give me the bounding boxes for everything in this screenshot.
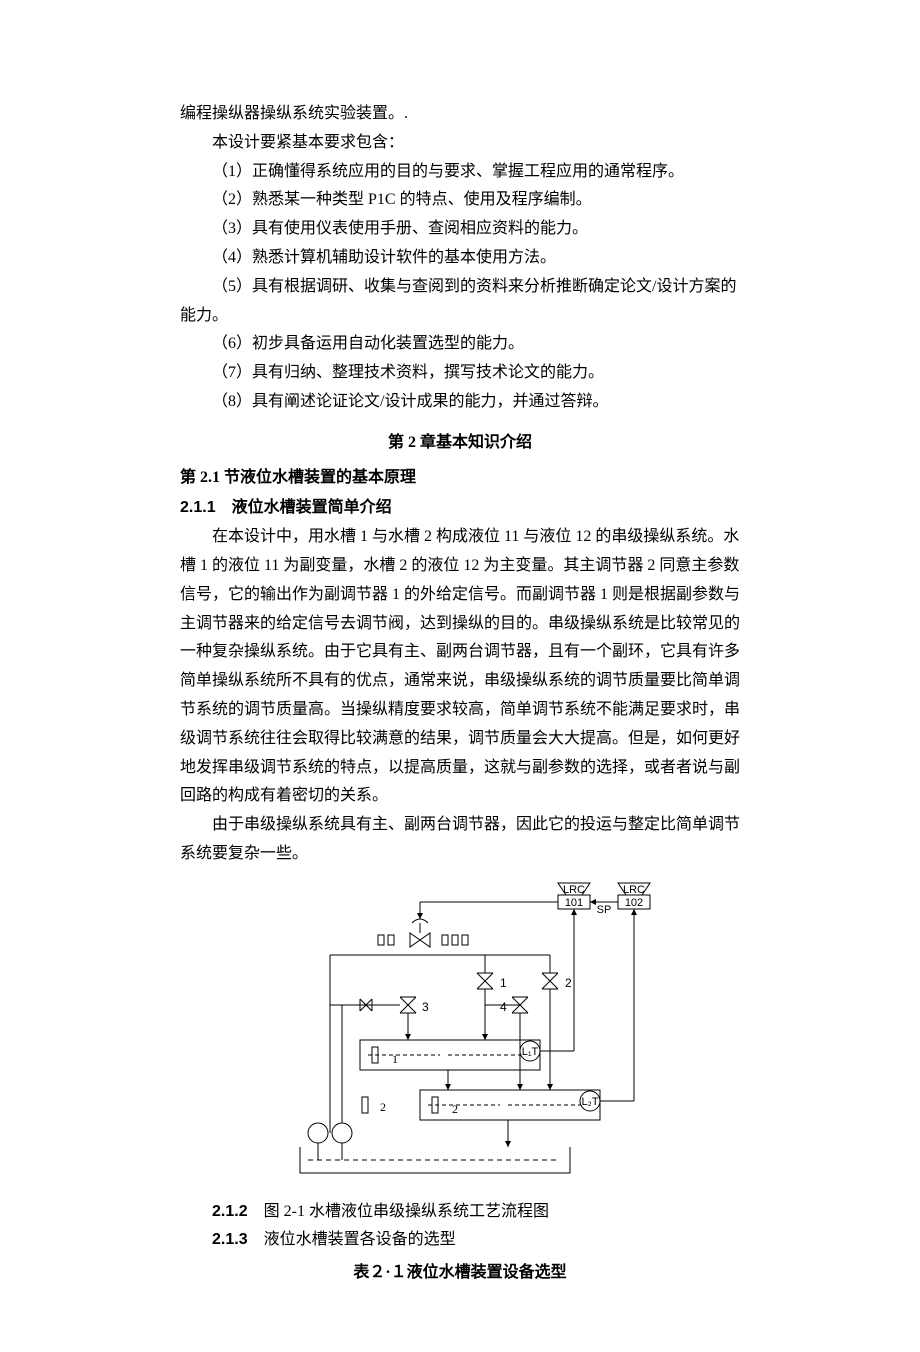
valve-2-label: 2 <box>565 976 572 990</box>
lrc-102-block: LRC 102 <box>618 883 650 909</box>
pump-2-icon <box>332 1005 352 1160</box>
figure-caption: 2.1.2 图 2-1 水槽液位串级操纵系统工艺流程图 <box>180 1198 740 1227</box>
l2t-label: L₂T <box>581 1096 598 1108</box>
table-caption: 表２·１液位水槽装置设备选型 <box>180 1259 740 1288</box>
sub-212-num: 2.1.2 <box>212 1203 248 1220</box>
sub-213-title: 液位水槽装置各设备的选型 <box>264 1231 456 1248</box>
sp-label: SP <box>597 904 612 916</box>
valve-3-icon: 3 <box>400 997 429 1014</box>
valve-2-icon: 2 <box>542 973 572 990</box>
valve-3-label: 3 <box>422 1000 429 1014</box>
req-6: （6）初步具备运用自动化装置选型的能力。 <box>180 330 740 359</box>
subsection-2-1-1: 2.1.1 液位水槽装置简单介绍 <box>180 494 740 523</box>
control-valve-icon <box>410 919 430 947</box>
chapter-2-title: 第 2 章基本知识介绍 <box>180 429 740 458</box>
process-flow-diagram: LRC 101 LRC 102 SP 1 2 <box>180 875 740 1196</box>
sub-num: 2.1.1 <box>180 499 216 516</box>
req-3: （3）具有使用仪表使用手册、查阅相应资料的能力。 <box>180 215 740 244</box>
lrc-101-label: LRC <box>563 884 585 896</box>
subsection-2-1-3: 2.1.3 液位水槽装置各设备的选型 <box>180 1226 740 1255</box>
req-8: （8）具有阐述论证论文/设计成果的能力，并通过答辩。 <box>180 388 740 417</box>
valve-1-icon: 1 <box>477 973 507 990</box>
lrc-101-block: LRC 101 <box>558 883 590 909</box>
req-7: （7）具有归纳、整理技术资料，撰写技术论文的能力。 <box>180 359 740 388</box>
l1t-label: L₁T <box>522 1046 539 1058</box>
pump-area-label: 2 <box>380 1100 386 1114</box>
fig-caption-text: 图 2-1 水槽液位串级操纵系统工艺流程图 <box>264 1203 549 1220</box>
valve-4-label: 4 <box>500 1000 507 1014</box>
lrc-102-label: LRC <box>623 884 645 896</box>
intro-line: 本设计要紧基本要求包含： <box>180 129 740 158</box>
req-1: （1）正确懂得系统应用的目的与要求、掌握工程应用的通常程序。 <box>180 158 740 187</box>
body-paragraph-2: 由于串级操纵系统具有主、副两台调节器，因此它的投运与整定比简单调节系统要复杂一些… <box>180 811 740 869</box>
tank-2-label: 2 <box>452 1102 458 1116</box>
tank-1-label: 1 <box>392 1052 398 1066</box>
top-fragment: 编程操纵器操纵系统实验装置。. <box>180 100 740 129</box>
lrc-101-num: 101 <box>565 897 583 909</box>
lrc-102-num: 102 <box>625 897 643 909</box>
req-2: （2）熟悉某一种类型 P1C 的特点、使用及程序编制。 <box>180 186 740 215</box>
req-5: （5）具有根据调研、收集与查阅到的资料来分析推断确定论文/设计方案的能力。 <box>180 273 740 331</box>
sub-213-num: 2.1.3 <box>212 1231 248 1248</box>
section-2-1-title: 第 2.1 节液位水槽装置的基本原理 <box>180 464 740 493</box>
pump-1-icon <box>308 1123 328 1160</box>
valve-1-label: 1 <box>500 976 507 990</box>
body-paragraph-1: 在本设计中，用水槽 1 与水槽 2 构成液位 11 与液位 12 的串级操纵系统… <box>180 523 740 811</box>
sub-title: 液位水槽装置简单介绍 <box>232 499 392 516</box>
req-4: （4）熟悉计算机辅助设计软件的基本使用方法。 <box>180 244 740 273</box>
